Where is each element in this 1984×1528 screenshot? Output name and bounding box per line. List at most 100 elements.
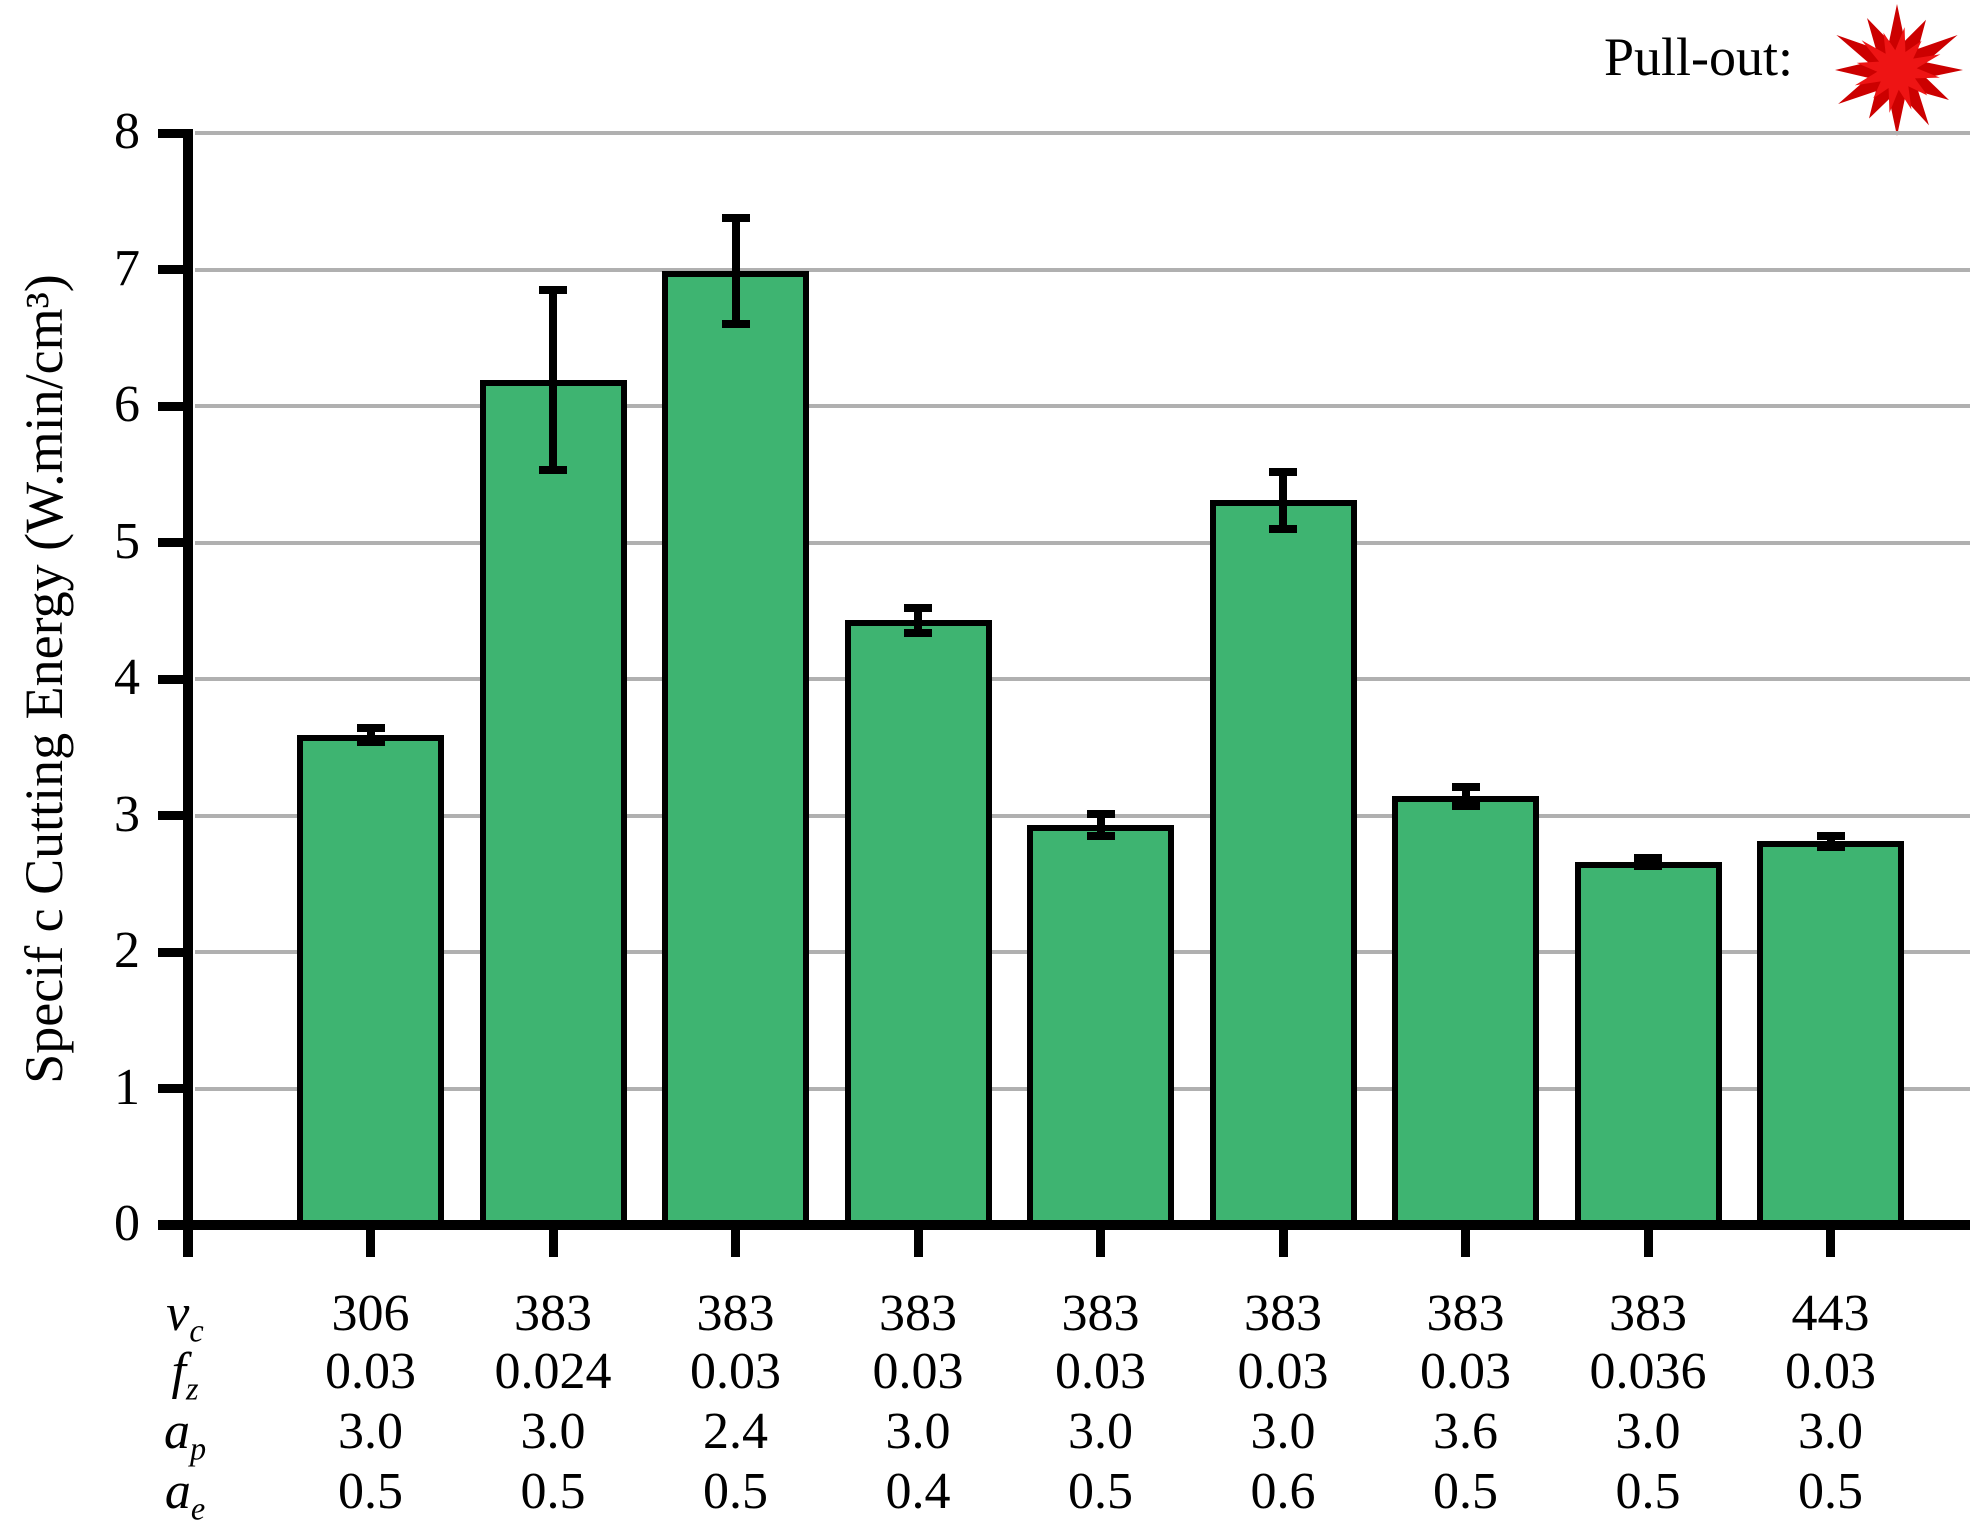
param-value: 383 bbox=[696, 1285, 775, 1342]
gridline bbox=[195, 540, 1970, 545]
y-tick-mark bbox=[158, 401, 193, 411]
x-tick-mark bbox=[1643, 1230, 1653, 1257]
y-tick-label: 3 bbox=[114, 785, 140, 843]
y-tick-mark bbox=[158, 1084, 193, 1093]
error-bar-line bbox=[1279, 471, 1287, 529]
y-tick-mark bbox=[158, 674, 193, 684]
error-bar-bottom-cap bbox=[1816, 842, 1845, 851]
gridline bbox=[195, 131, 1970, 135]
y-tick-mark bbox=[158, 538, 193, 547]
x-tick-mark bbox=[731, 1230, 740, 1257]
error-bar-line bbox=[1644, 857, 1652, 866]
y-tick-label: 8 bbox=[114, 102, 140, 160]
y-tick-label: 6 bbox=[114, 375, 140, 433]
param-value: 0.024 bbox=[494, 1343, 612, 1400]
param-value: 0.03 bbox=[1237, 1343, 1329, 1400]
param-value: 0.03 bbox=[325, 1343, 416, 1400]
y-tick-label: 1 bbox=[114, 1058, 140, 1116]
param-value: 3.0 bbox=[1798, 1403, 1863, 1460]
error-bar-top-cap bbox=[1634, 853, 1662, 862]
param-value: 0.03 bbox=[1055, 1343, 1146, 1400]
bar bbox=[1209, 500, 1357, 1229]
param-value: 0.4 bbox=[885, 1463, 951, 1520]
error-bar-bottom-cap bbox=[539, 466, 567, 475]
param-value: 0.03 bbox=[1785, 1343, 1876, 1400]
error-bar-bottom-cap bbox=[1086, 831, 1115, 840]
legend-label: Pull-out: bbox=[1603, 27, 1793, 87]
error-bar-line bbox=[731, 217, 740, 325]
y-tick-mark bbox=[158, 265, 193, 274]
param-row-label: vc bbox=[166, 1285, 204, 1349]
x-tick-mark bbox=[1461, 1230, 1470, 1257]
error-bar-top-cap bbox=[904, 604, 932, 613]
y-tick-label: 4 bbox=[114, 648, 140, 706]
param-value: 3.0 bbox=[1068, 1403, 1133, 1460]
bar bbox=[662, 270, 809, 1229]
error-bar-line bbox=[549, 289, 557, 471]
error-bar-line bbox=[1096, 814, 1105, 836]
x-tick-mark bbox=[548, 1230, 558, 1257]
param-value: 0.6 bbox=[1250, 1463, 1316, 1520]
gridline bbox=[195, 267, 1970, 272]
y-tick-mark bbox=[158, 811, 193, 820]
bar bbox=[479, 380, 627, 1229]
error-bar-top-cap bbox=[721, 213, 750, 222]
x-axis-line bbox=[158, 1220, 1970, 1230]
error-bar-line bbox=[914, 608, 922, 633]
error-bar-line bbox=[1826, 835, 1835, 847]
y-tick-label: 5 bbox=[114, 512, 140, 570]
y-axis-line bbox=[183, 128, 193, 1257]
error-bar-bottom-cap bbox=[1451, 801, 1480, 810]
bar bbox=[844, 620, 992, 1229]
param-value: 0.5 bbox=[1615, 1463, 1681, 1520]
param-value: 306 bbox=[331, 1285, 410, 1342]
error-bar-bottom-cap bbox=[1634, 862, 1662, 870]
gridline bbox=[195, 813, 1970, 818]
error-bar-top-cap bbox=[356, 724, 385, 733]
error-bar-bottom-cap bbox=[721, 320, 750, 329]
param-value: 0.03 bbox=[1420, 1343, 1511, 1400]
param-value: 2.4 bbox=[703, 1403, 768, 1460]
param-value: 383 bbox=[1061, 1285, 1140, 1342]
param-row-label: fz bbox=[171, 1343, 199, 1407]
y-tick-label: 7 bbox=[114, 239, 140, 297]
y-tick-label: 0 bbox=[114, 1194, 140, 1252]
param-value: 0.5 bbox=[1798, 1463, 1863, 1520]
pull-out-icon bbox=[1835, 4, 1963, 136]
bar bbox=[1574, 861, 1722, 1229]
y-tick-label: 2 bbox=[114, 921, 140, 979]
param-value: 3.0 bbox=[520, 1403, 586, 1460]
x-tick-mark bbox=[1826, 1230, 1835, 1257]
bar bbox=[1027, 825, 1174, 1229]
gridline bbox=[195, 404, 1970, 408]
error-bar-top-cap bbox=[1451, 782, 1480, 791]
param-value: 0.5 bbox=[1433, 1463, 1498, 1520]
param-value: 3.0 bbox=[1615, 1403, 1681, 1460]
error-bar-bottom-cap bbox=[356, 737, 385, 746]
param-value: 0.5 bbox=[1068, 1463, 1133, 1520]
y-tick-mark bbox=[158, 947, 193, 957]
x-tick-mark bbox=[913, 1230, 923, 1257]
x-tick-mark bbox=[1096, 1230, 1105, 1257]
error-bar-top-cap bbox=[1816, 831, 1845, 840]
param-value: 0.5 bbox=[338, 1463, 403, 1520]
error-bar-top-cap bbox=[1086, 810, 1115, 819]
param-row-label: ae bbox=[164, 1463, 206, 1527]
error-bar-line bbox=[366, 728, 375, 742]
param-value: 3.0 bbox=[338, 1403, 403, 1460]
error-bar-line bbox=[1461, 786, 1470, 806]
param-value: 0.036 bbox=[1589, 1343, 1707, 1400]
x-tick-mark bbox=[1278, 1230, 1288, 1257]
x-tick-mark bbox=[366, 1230, 375, 1257]
bar bbox=[297, 734, 444, 1229]
y-tick-mark bbox=[158, 128, 193, 138]
param-value: 383 bbox=[1609, 1285, 1687, 1342]
error-bar-top-cap bbox=[1269, 467, 1297, 476]
param-value: 383 bbox=[879, 1285, 957, 1342]
param-value: 0.5 bbox=[703, 1463, 768, 1520]
param-value: 3.0 bbox=[885, 1403, 951, 1460]
param-value: 383 bbox=[1244, 1285, 1322, 1342]
param-value: 383 bbox=[514, 1285, 592, 1342]
error-bar-bottom-cap bbox=[1269, 524, 1297, 533]
